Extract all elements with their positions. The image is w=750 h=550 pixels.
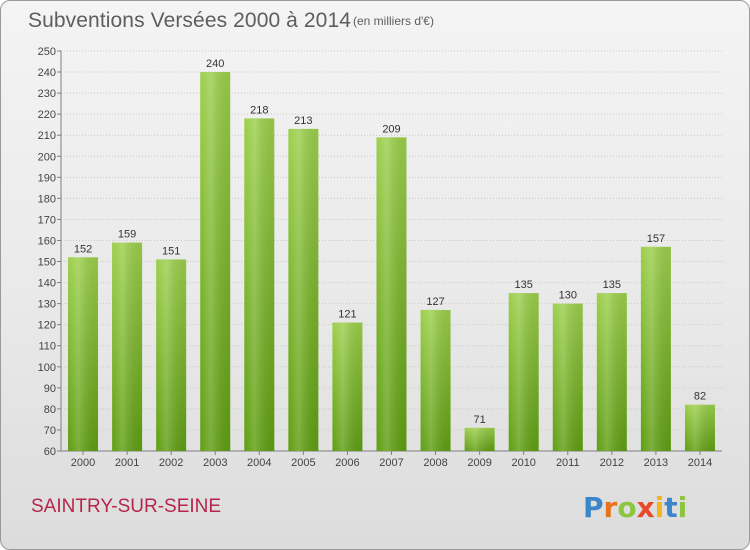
y-tick-label: 240: [38, 67, 56, 79]
data-label: 71: [474, 414, 486, 426]
bar-shine: [376, 137, 407, 451]
bar-shine: [508, 293, 539, 451]
bar-shine: [552, 303, 583, 451]
data-label: 209: [382, 123, 400, 135]
bar-shine: [464, 427, 495, 451]
axes: 60 70 80 90 100 110 120 130 140 150 160 170 180 190 20…: [38, 46, 722, 469]
x-tick-label: 2002: [159, 457, 183, 469]
y-tick-label: 170: [38, 214, 56, 226]
data-label: 218: [250, 104, 268, 116]
data-label: 151: [162, 245, 180, 257]
bar-shine: [156, 259, 187, 451]
bar-shine: [244, 118, 275, 452]
data-label: 127: [426, 296, 444, 308]
data-label: 135: [515, 279, 533, 291]
x-tick-label: 2001: [115, 457, 139, 469]
y-tick-label: 80: [44, 404, 56, 416]
bar-shine: [420, 309, 451, 451]
data-labels: 152 159 151 240 218 213 121 209 127 71 135 130 135 15…: [74, 58, 706, 426]
bar-shine: [332, 322, 363, 451]
chart-title: Subventions Versées 2000 à 2014: [28, 9, 352, 32]
x-tick-label: 2005: [291, 457, 315, 469]
x-tick-label: 2000: [71, 457, 95, 469]
data-label: 157: [647, 233, 665, 245]
bar-shine: [596, 293, 627, 451]
x-tick-label: 2003: [203, 457, 227, 469]
x-tick-label: 2013: [644, 457, 668, 469]
y-tick-label: 190: [38, 172, 56, 184]
x-tick-label: 2009: [467, 457, 491, 469]
x-tick-label: 2014: [688, 457, 712, 469]
y-tick-label: 230: [38, 88, 56, 100]
y-tick-label: 180: [38, 193, 56, 205]
y-tick-label: 140: [38, 278, 56, 290]
x-tick-label: 2010: [511, 457, 535, 469]
proxiti-logo: Proxiti: [583, 491, 687, 524]
x-tick-label: 2006: [335, 457, 359, 469]
bar-shine: [288, 128, 319, 451]
svg-text:Proxiti: Proxiti: [583, 491, 687, 524]
y-tick-label: 120: [38, 320, 56, 332]
x-tick-label: 2008: [423, 457, 447, 469]
bar-shine: [640, 246, 671, 451]
data-label: 130: [559, 290, 577, 302]
bar-shine: [112, 242, 143, 451]
data-label: 82: [694, 391, 706, 403]
bar-shine: [684, 404, 715, 451]
data-label: 213: [294, 115, 312, 127]
x-tick-label: 2012: [600, 457, 624, 469]
y-tick-label: 200: [38, 151, 56, 163]
x-tick-label: 2004: [247, 457, 271, 469]
y-tick-label: 90: [44, 383, 56, 395]
bar-shine: [200, 72, 231, 451]
y-tick-label: 160: [38, 235, 56, 247]
y-tick-label: 250: [38, 46, 56, 58]
y-tick-label: 210: [38, 130, 56, 142]
bars: [68, 72, 715, 452]
place-name: SAINTRY-SUR-SEINE: [31, 496, 222, 517]
y-tick-label: 130: [38, 299, 56, 311]
data-label: 159: [118, 229, 136, 241]
y-tick-label: 70: [44, 425, 56, 437]
y-tick-label: 150: [38, 257, 56, 269]
data-label: 135: [603, 279, 621, 291]
chart-unit-label: (en milliers d'€): [353, 14, 434, 28]
y-tick-label: 100: [38, 362, 56, 374]
data-label: 121: [338, 309, 356, 321]
y-tick-label: 60: [44, 446, 56, 458]
x-tick-label: 2007: [379, 457, 403, 469]
y-tick-label: 220: [38, 109, 56, 121]
bar-shine: [68, 257, 99, 451]
y-tick-label: 110: [38, 341, 56, 353]
data-label: 240: [206, 58, 224, 70]
x-tick-label: 2011: [556, 457, 580, 469]
data-label: 152: [74, 243, 92, 255]
